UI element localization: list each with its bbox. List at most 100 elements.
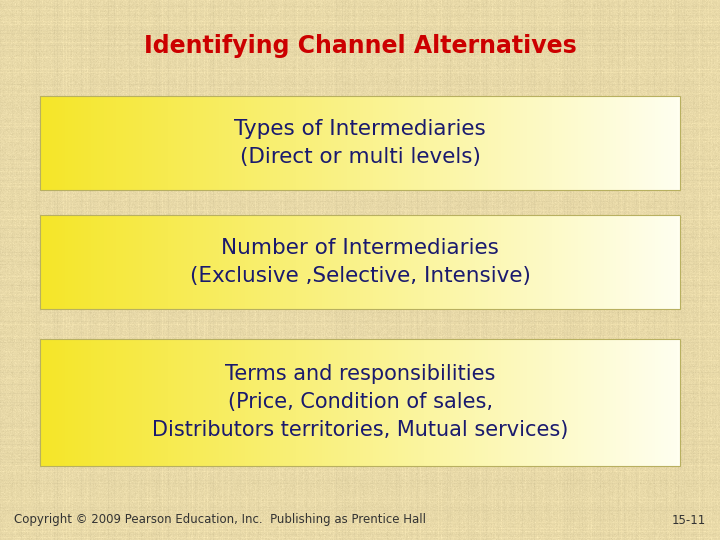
Bar [110, 214, 114, 309]
Bar [206, 339, 210, 465]
Bar [661, 214, 665, 309]
Bar [194, 214, 197, 309]
Bar [72, 214, 76, 309]
Bar [302, 214, 306, 309]
Bar [283, 339, 287, 465]
Bar [225, 96, 230, 191]
Bar [485, 96, 489, 191]
Bar [283, 214, 287, 309]
Bar [495, 96, 498, 191]
Bar [459, 214, 463, 309]
Bar [588, 214, 591, 309]
Bar [174, 96, 178, 191]
Bar [392, 339, 396, 465]
Bar [626, 214, 630, 309]
Bar [88, 339, 91, 465]
Bar [299, 339, 303, 465]
Text: Identifying Channel Alternatives: Identifying Channel Alternatives [143, 34, 577, 58]
Bar [132, 214, 137, 309]
Bar [382, 214, 387, 309]
Bar [546, 96, 550, 191]
Bar [187, 339, 191, 465]
Bar [142, 96, 146, 191]
Bar [222, 339, 226, 465]
Bar [75, 96, 78, 191]
Bar [613, 214, 617, 309]
Bar [619, 339, 624, 465]
Bar [501, 339, 505, 465]
Bar [386, 214, 390, 309]
Bar [42, 339, 47, 465]
Bar [251, 339, 255, 465]
Bar [338, 96, 341, 191]
Bar [521, 214, 524, 309]
Bar [363, 339, 367, 465]
Bar [588, 96, 591, 191]
Bar [241, 339, 246, 465]
Bar [482, 214, 486, 309]
Bar [665, 339, 668, 465]
Bar [408, 96, 412, 191]
Bar [222, 214, 226, 309]
Bar [84, 96, 89, 191]
Bar [66, 214, 69, 309]
Bar [619, 214, 624, 309]
Bar [552, 96, 556, 191]
Bar [81, 214, 85, 309]
Bar [322, 96, 325, 191]
Bar [636, 214, 639, 309]
Bar [248, 339, 252, 465]
Bar [78, 96, 82, 191]
Bar [66, 339, 69, 465]
Bar [498, 96, 502, 191]
Bar [475, 96, 480, 191]
Bar [113, 96, 117, 191]
Bar [444, 339, 447, 465]
Bar [165, 339, 168, 465]
Bar [171, 96, 175, 191]
Bar [181, 214, 184, 309]
Bar [94, 214, 98, 309]
Bar [517, 96, 521, 191]
Bar [276, 214, 281, 309]
Bar [590, 96, 595, 191]
Bar [645, 96, 649, 191]
Bar [40, 214, 43, 309]
Bar [559, 339, 562, 465]
Bar [264, 96, 268, 191]
Bar [572, 339, 575, 465]
Bar [81, 339, 85, 465]
Bar [565, 339, 569, 465]
Bar [459, 339, 463, 465]
Bar [514, 214, 518, 309]
Bar [581, 339, 585, 465]
Bar [418, 214, 422, 309]
Bar [132, 339, 137, 465]
Bar [158, 96, 162, 191]
Bar [440, 339, 444, 465]
Bar [629, 96, 633, 191]
Bar [88, 96, 91, 191]
Bar [543, 214, 546, 309]
Bar [440, 214, 444, 309]
Bar [258, 96, 261, 191]
Bar [219, 96, 223, 191]
Bar [219, 339, 223, 465]
Bar [229, 96, 233, 191]
Bar [616, 339, 620, 465]
Bar [498, 339, 502, 465]
Bar [347, 214, 351, 309]
Bar [405, 214, 409, 309]
Bar [299, 96, 303, 191]
Bar [654, 214, 659, 309]
Bar [530, 96, 534, 191]
Bar [101, 339, 104, 465]
Bar [360, 96, 364, 191]
Bar [216, 96, 220, 191]
Bar [444, 214, 447, 309]
Bar [459, 96, 463, 191]
Bar [120, 96, 124, 191]
Bar [639, 339, 643, 465]
Bar [351, 339, 354, 465]
Bar [626, 96, 630, 191]
